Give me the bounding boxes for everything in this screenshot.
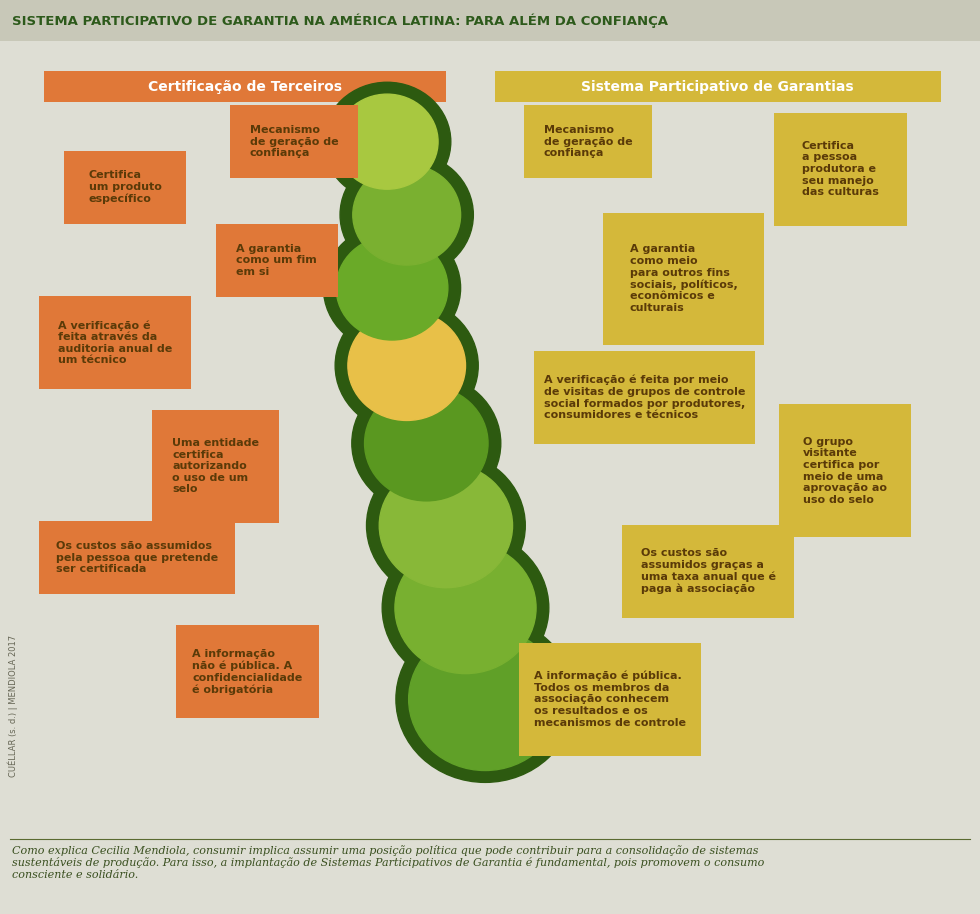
FancyBboxPatch shape	[176, 625, 318, 718]
Text: Certifica
a pessoa
produtora e
seu manejo
das culturas: Certifica a pessoa produtora e seu manej…	[802, 141, 879, 197]
Text: Como explica Cecilia Mendiola, consumir implica assumir uma posição política que: Como explica Cecilia Mendiola, consumir …	[12, 845, 764, 880]
Circle shape	[382, 530, 549, 686]
Text: Mecanismo
de geração de
confiança: Mecanismo de geração de confiança	[250, 125, 338, 158]
Text: A garantia
como meio
para outros fins
sociais, políticos,
econômicos e
culturais: A garantia como meio para outros fins so…	[630, 244, 737, 314]
Circle shape	[353, 165, 461, 265]
Text: Os custos são assumidos
pela pessoa que pretende
ser certificada: Os custos são assumidos pela pessoa que …	[56, 541, 219, 574]
Circle shape	[335, 299, 478, 432]
Circle shape	[348, 311, 466, 420]
FancyBboxPatch shape	[519, 643, 701, 756]
FancyBboxPatch shape	[622, 525, 794, 618]
FancyBboxPatch shape	[44, 71, 446, 102]
Circle shape	[396, 616, 574, 782]
Circle shape	[395, 542, 536, 674]
Text: SISTEMA PARTICIPATIVO DE GARANTIA NA AMÉRICA LATINA: PARA ALÉM DA CONFIANÇA: SISTEMA PARTICIPATIVO DE GARANTIA NA AMÉ…	[12, 14, 667, 27]
Text: Os custos são
assumidos graças a
uma taxa anual que é
paga à associação: Os custos são assumidos graças a uma tax…	[641, 548, 775, 594]
Text: Mecanismo
de geração de
confiança: Mecanismo de geração de confiança	[544, 125, 632, 158]
FancyBboxPatch shape	[534, 351, 755, 444]
FancyBboxPatch shape	[495, 71, 941, 102]
Text: A verificação é
feita através da
auditoria anual de
um técnico: A verificação é feita através da auditor…	[58, 320, 172, 366]
FancyBboxPatch shape	[230, 105, 358, 178]
FancyBboxPatch shape	[774, 112, 906, 226]
FancyBboxPatch shape	[216, 224, 338, 297]
Text: A garantia
como um fim
em si: A garantia como um fim em si	[236, 244, 318, 277]
Text: A verificação é feita por meio
de visitas de grupos de controle
social formados : A verificação é feita por meio de visita…	[544, 375, 745, 420]
Text: Sistema Participativo de Garantias: Sistema Participativo de Garantias	[581, 80, 854, 94]
FancyBboxPatch shape	[603, 213, 764, 345]
Circle shape	[352, 374, 501, 513]
FancyBboxPatch shape	[152, 409, 279, 523]
FancyBboxPatch shape	[524, 105, 652, 178]
Circle shape	[340, 153, 473, 277]
FancyBboxPatch shape	[39, 296, 191, 389]
Circle shape	[323, 224, 461, 352]
Circle shape	[367, 452, 525, 600]
Text: A informação
não é pública. A
confidencialidade
é obrigatória: A informação não é pública. A confidenci…	[192, 649, 303, 695]
Circle shape	[365, 386, 488, 501]
Circle shape	[379, 463, 513, 588]
FancyBboxPatch shape	[64, 151, 186, 224]
Text: Certifica
um produto
específico: Certifica um produto específico	[88, 171, 162, 204]
Circle shape	[323, 82, 451, 201]
Text: Certificação de Terceiros: Certificação de Terceiros	[148, 80, 342, 94]
Circle shape	[336, 236, 448, 340]
Circle shape	[336, 94, 438, 189]
FancyBboxPatch shape	[39, 521, 235, 594]
Text: CUÉLLAR (s. d.) | MENDIOLA 2017: CUÉLLAR (s. d.) | MENDIOLA 2017	[8, 635, 19, 777]
FancyBboxPatch shape	[0, 0, 980, 41]
Circle shape	[409, 628, 562, 771]
Text: O grupo
visitante
certifica por
meio de uma
aprovação ao
uso do selo: O grupo visitante certifica por meio de …	[804, 437, 887, 505]
Text: Uma entidade
certifica
autorizando
o uso de um
selo: Uma entidade certifica autorizando o uso…	[172, 438, 259, 494]
FancyBboxPatch shape	[779, 404, 911, 537]
Text: A informação é pública.
Todos os membros da
associação conhecem
os resultados e : A informação é pública. Todos os membros…	[534, 671, 686, 728]
